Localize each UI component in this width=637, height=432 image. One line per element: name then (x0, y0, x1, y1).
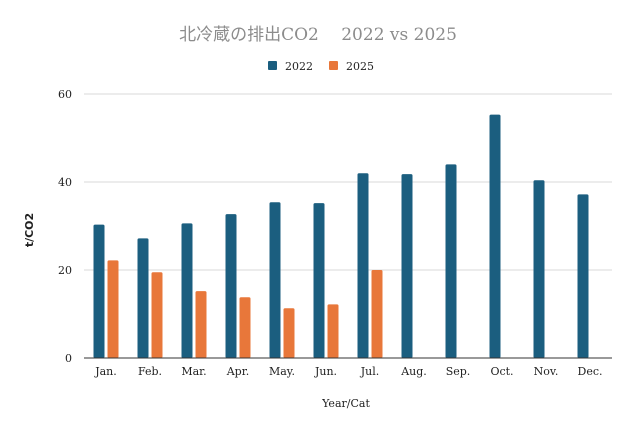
bar-2022-jul (357, 173, 369, 358)
bar-2025-apr (239, 297, 251, 358)
legend-swatch-2022 (268, 61, 277, 70)
bar-2022-dec (577, 194, 589, 358)
bar-2025-feb (151, 272, 163, 358)
x-tick-label: Nov. (534, 365, 559, 378)
y-axis-ticks: 0 20 40 60 (58, 88, 72, 365)
bar-2022-oct (489, 114, 501, 359)
y-tick-label: 0 (65, 352, 72, 365)
x-tick-label: Dec. (578, 365, 603, 378)
x-tick-label: Jul. (360, 365, 380, 378)
bar-2022-nov (533, 180, 545, 358)
bar-2022-feb (137, 238, 149, 358)
x-tick-label: Oct. (490, 365, 513, 378)
legend-swatch-2025 (329, 61, 338, 70)
x-tick-label: Aug. (400, 365, 427, 378)
gridlines (84, 93, 612, 271)
bar-2025-mar (195, 291, 207, 358)
bar-2022-apr (225, 214, 237, 358)
bars (93, 114, 589, 359)
x-tick-label: Feb. (138, 365, 162, 378)
legend: 2022 2025 (268, 60, 374, 73)
x-tick-label: Jan. (94, 365, 117, 378)
bar-2022-mar (181, 223, 193, 358)
bar-2025-jun (327, 304, 339, 358)
y-tick-label: 40 (58, 176, 72, 189)
bar-2022-sep (445, 164, 457, 358)
y-tick-label: 60 (58, 88, 72, 101)
bar-2022-jan (93, 224, 105, 358)
bar-2022-aug (401, 174, 413, 358)
y-axis-title: t/CO2 (23, 213, 36, 247)
x-axis-title: Year/Cat (321, 397, 370, 410)
bar-2025-jan (107, 260, 119, 358)
bar-2022-may (269, 202, 281, 358)
bar-2025-jul (371, 270, 383, 358)
x-tick-label: Jun. (314, 365, 337, 378)
x-tick-label: Mar. (181, 365, 206, 378)
y-tick-label: 20 (58, 264, 72, 277)
bar-2022-jun (313, 203, 325, 358)
chart-title: 北冷蔵の排出CO2 2022 vs 2025 (179, 25, 457, 45)
legend-label-2025: 2025 (346, 60, 374, 73)
legend-label-2022: 2022 (285, 60, 313, 73)
x-tick-label: Sep. (446, 365, 471, 378)
x-axis-ticks: Jan. Feb. Mar. Apr. May. Jun. Jul. Aug. Sep. Oct.… (94, 365, 602, 378)
bar-2025-may (283, 308, 295, 358)
x-tick-label: May. (269, 365, 295, 378)
x-tick-label: Apr. (226, 365, 250, 378)
